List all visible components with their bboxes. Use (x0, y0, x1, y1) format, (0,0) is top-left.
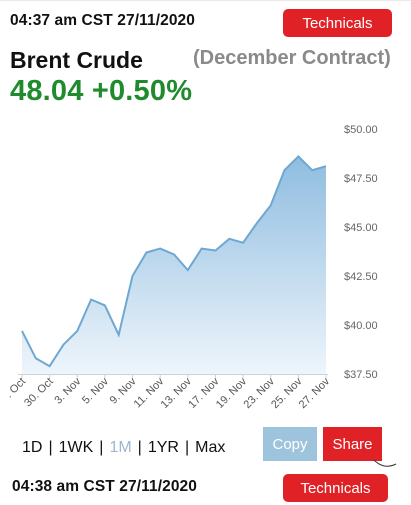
top-divider (0, 0, 411, 1)
technicals-button-label: Technicals (302, 14, 373, 32)
range-max[interactable]: Max (195, 439, 226, 456)
header-timestamp: 04:37 am CST 27/11/2020 (10, 12, 195, 29)
x-tick-label: 5. Nov (80, 375, 111, 406)
y-tick-label: $37.50 (344, 369, 378, 381)
price-chart[interactable]: $50.00 $47.50 $45.00 $42.50 $40.00 $37.50 . Oc… (0, 118, 411, 418)
price-area (22, 156, 326, 374)
price-line (21, 154, 327, 368)
y-tick-label: $40.00 (344, 320, 378, 332)
footer-timestamp: 04:38 am CST 27/11/2020 (12, 478, 197, 495)
copy-button[interactable]: Copy (263, 427, 317, 461)
y-tick-label: $42.50 (344, 271, 378, 283)
price-change: 48.04 +0.50% (10, 75, 193, 107)
range-separator: | (99, 439, 104, 456)
share-button-label: Share (332, 435, 373, 453)
share-button[interactable]: Share (323, 427, 382, 461)
y-tick-label: $47.50 (344, 173, 378, 185)
y-tick-label: $50.00 (344, 124, 378, 136)
y-tick-label: $45.00 (344, 222, 378, 234)
range-separator: | (48, 439, 53, 456)
range-1d[interactable]: 1D (22, 439, 43, 456)
range-1wk[interactable]: 1WK (58, 439, 94, 456)
copy-button-label: Copy (272, 435, 308, 453)
range-separator: | (184, 439, 190, 456)
range-1yr[interactable]: 1YR (147, 439, 179, 456)
x-tick-label: 30. Oct (22, 376, 56, 410)
instrument-name: Brent Crude (10, 47, 143, 73)
range-1m[interactable]: 1M (109, 439, 132, 456)
range-separator: | (137, 439, 142, 456)
footer-technicals-button[interactable]: Technicals (283, 474, 388, 502)
technicals-button[interactable]: Technicals (283, 9, 392, 37)
corner-curve-icon (373, 459, 397, 467)
x-tick-label: . Oct (3, 376, 28, 401)
range-selector: 1D | 1WK | 1M | 1YR | Max (22, 439, 225, 457)
x-tick-label: 3. Nov (52, 375, 83, 406)
contract-label: (December Contract) (193, 47, 391, 69)
x-tick-label: 27. Nov (297, 375, 333, 411)
footer-technicals-button-label: Technicals (300, 479, 371, 497)
